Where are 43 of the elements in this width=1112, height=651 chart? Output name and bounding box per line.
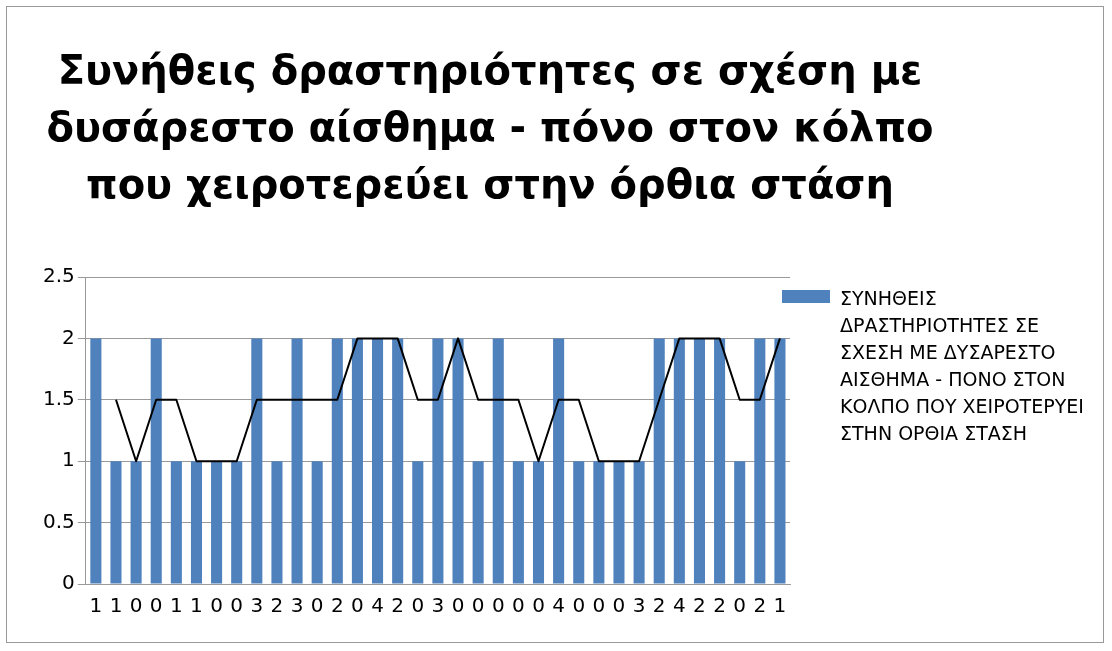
x-tick-label: 0	[129, 593, 143, 618]
x-tick-label: 4	[371, 593, 384, 618]
x-tick-label: 0	[733, 593, 747, 618]
x-tick-label: 1	[109, 593, 123, 618]
x-tick-label: 0	[310, 593, 324, 618]
x-tick-label: 0	[411, 593, 425, 618]
x-tick-label: 0	[612, 593, 626, 618]
x-tick-label: 3	[290, 593, 304, 618]
x-tick-label: 1	[773, 593, 787, 618]
y-tick-label: 1	[62, 447, 75, 472]
x-tick-label: 2	[391, 593, 405, 618]
x-tick-label: 0	[512, 593, 525, 618]
x-tick-label: 2	[693, 593, 706, 618]
x-tick-label: 0	[230, 593, 244, 618]
x-tick-label: 0	[471, 593, 485, 618]
y-tick-label: 0.5	[42, 508, 75, 533]
x-tick-label: 0	[351, 593, 364, 618]
x-tick-label: 0	[572, 593, 586, 618]
x-tick-label: 0	[149, 593, 163, 618]
x-tick-label: 0	[491, 593, 505, 618]
x-tick-label: 4	[552, 593, 565, 618]
x-tick-label: 3	[250, 593, 264, 618]
x-tick-label: 0	[532, 593, 545, 618]
x-tick-label: 3	[632, 593, 646, 618]
x-tick-label: 2	[652, 593, 666, 618]
x-tick-label: 2	[330, 593, 344, 618]
y-tick-label: 1.5	[42, 386, 75, 410]
x-tick-label: 4	[672, 593, 686, 618]
x-tick-label: 1	[190, 593, 203, 618]
y-tick-label: 0	[62, 570, 75, 595]
legend-label: ΣΥΝΗΘΕΙΣ ΔΡΑΣΤΗΡΙΟΤΗΤΕΣ ΣΕ ΣΧΕΣΗ ΜΕ ΔΥΣΑΡΕΣΤΟ ΑΙΣΘΗΜΑ - ΠΟΝΟ ΣΤΟΝ ΚΟΛΠΟ ΠΟΥ ΧΕΙΡΟΤΕΡΥΕΙ ΣΤΗΝ ΟΡΘΙΑ ΣΤΑΣΗ	[840, 286, 1085, 446]
x-tick-label: 0	[210, 593, 223, 618]
x-tick-label: 2	[713, 593, 726, 618]
x-tick-label: 1	[169, 593, 183, 618]
x-tick-label: 2	[270, 593, 284, 618]
x-tick-label: 0	[451, 593, 465, 618]
x-tick-label: 3	[431, 593, 445, 618]
y-tick-label: 2.5	[42, 263, 75, 288]
x-tick-label: 1	[89, 593, 103, 618]
x-tick-label: 2	[753, 593, 767, 618]
x-tick-label: 0	[592, 593, 606, 618]
chart-title: Συνήθεις δραστηριότητες σε σχέση με δυσάρεστο αίσθημα - πόνο στον κόλπο που χειροτερεύει στην όρθια στάση	[45, 46, 935, 209]
y-tick-label: 2	[62, 324, 75, 349]
